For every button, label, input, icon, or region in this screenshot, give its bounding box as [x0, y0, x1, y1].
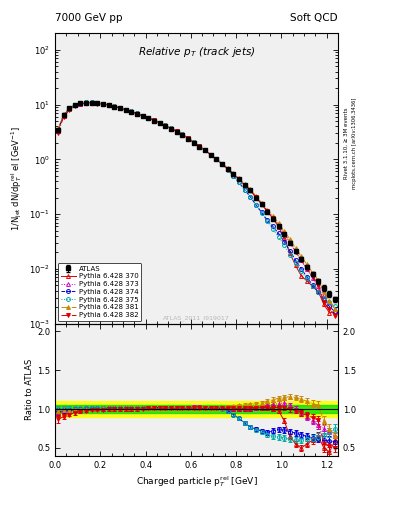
Y-axis label: Ratio to ATLAS: Ratio to ATLAS [25, 359, 34, 420]
Legend: ATLAS, Pythia 6.428 370, Pythia 6.428 373, Pythia 6.428 374, Pythia 6.428 375, P: ATLAS, Pythia 6.428 370, Pythia 6.428 37… [58, 263, 141, 321]
Text: 7000 GeV pp: 7000 GeV pp [55, 13, 123, 23]
Text: Relative p$_T$ (track jets): Relative p$_T$ (track jets) [138, 45, 255, 59]
X-axis label: Charged particle p$_T^{\rm rel}$ [GeV]: Charged particle p$_T^{\rm rel}$ [GeV] [136, 474, 257, 488]
Bar [55, 405, 338, 413]
Y-axis label: 1/N$_{\rm jet}$ dN/dp$_T^{\rm rel}$ el [GeV$^{-1}$]: 1/N$_{\rm jet}$ dN/dp$_T^{\rm rel}$ el [… [9, 126, 24, 231]
Text: mcplots.cern.ch [arXiv:1306.3436]: mcplots.cern.ch [arXiv:1306.3436] [352, 98, 357, 189]
Text: ATLAS_2011_I919017: ATLAS_2011_I919017 [163, 315, 230, 321]
Text: Soft QCD: Soft QCD [290, 13, 338, 23]
Text: Rivet 3.1.10, ≥ 3M events: Rivet 3.1.10, ≥ 3M events [344, 108, 349, 179]
Bar [55, 401, 338, 417]
